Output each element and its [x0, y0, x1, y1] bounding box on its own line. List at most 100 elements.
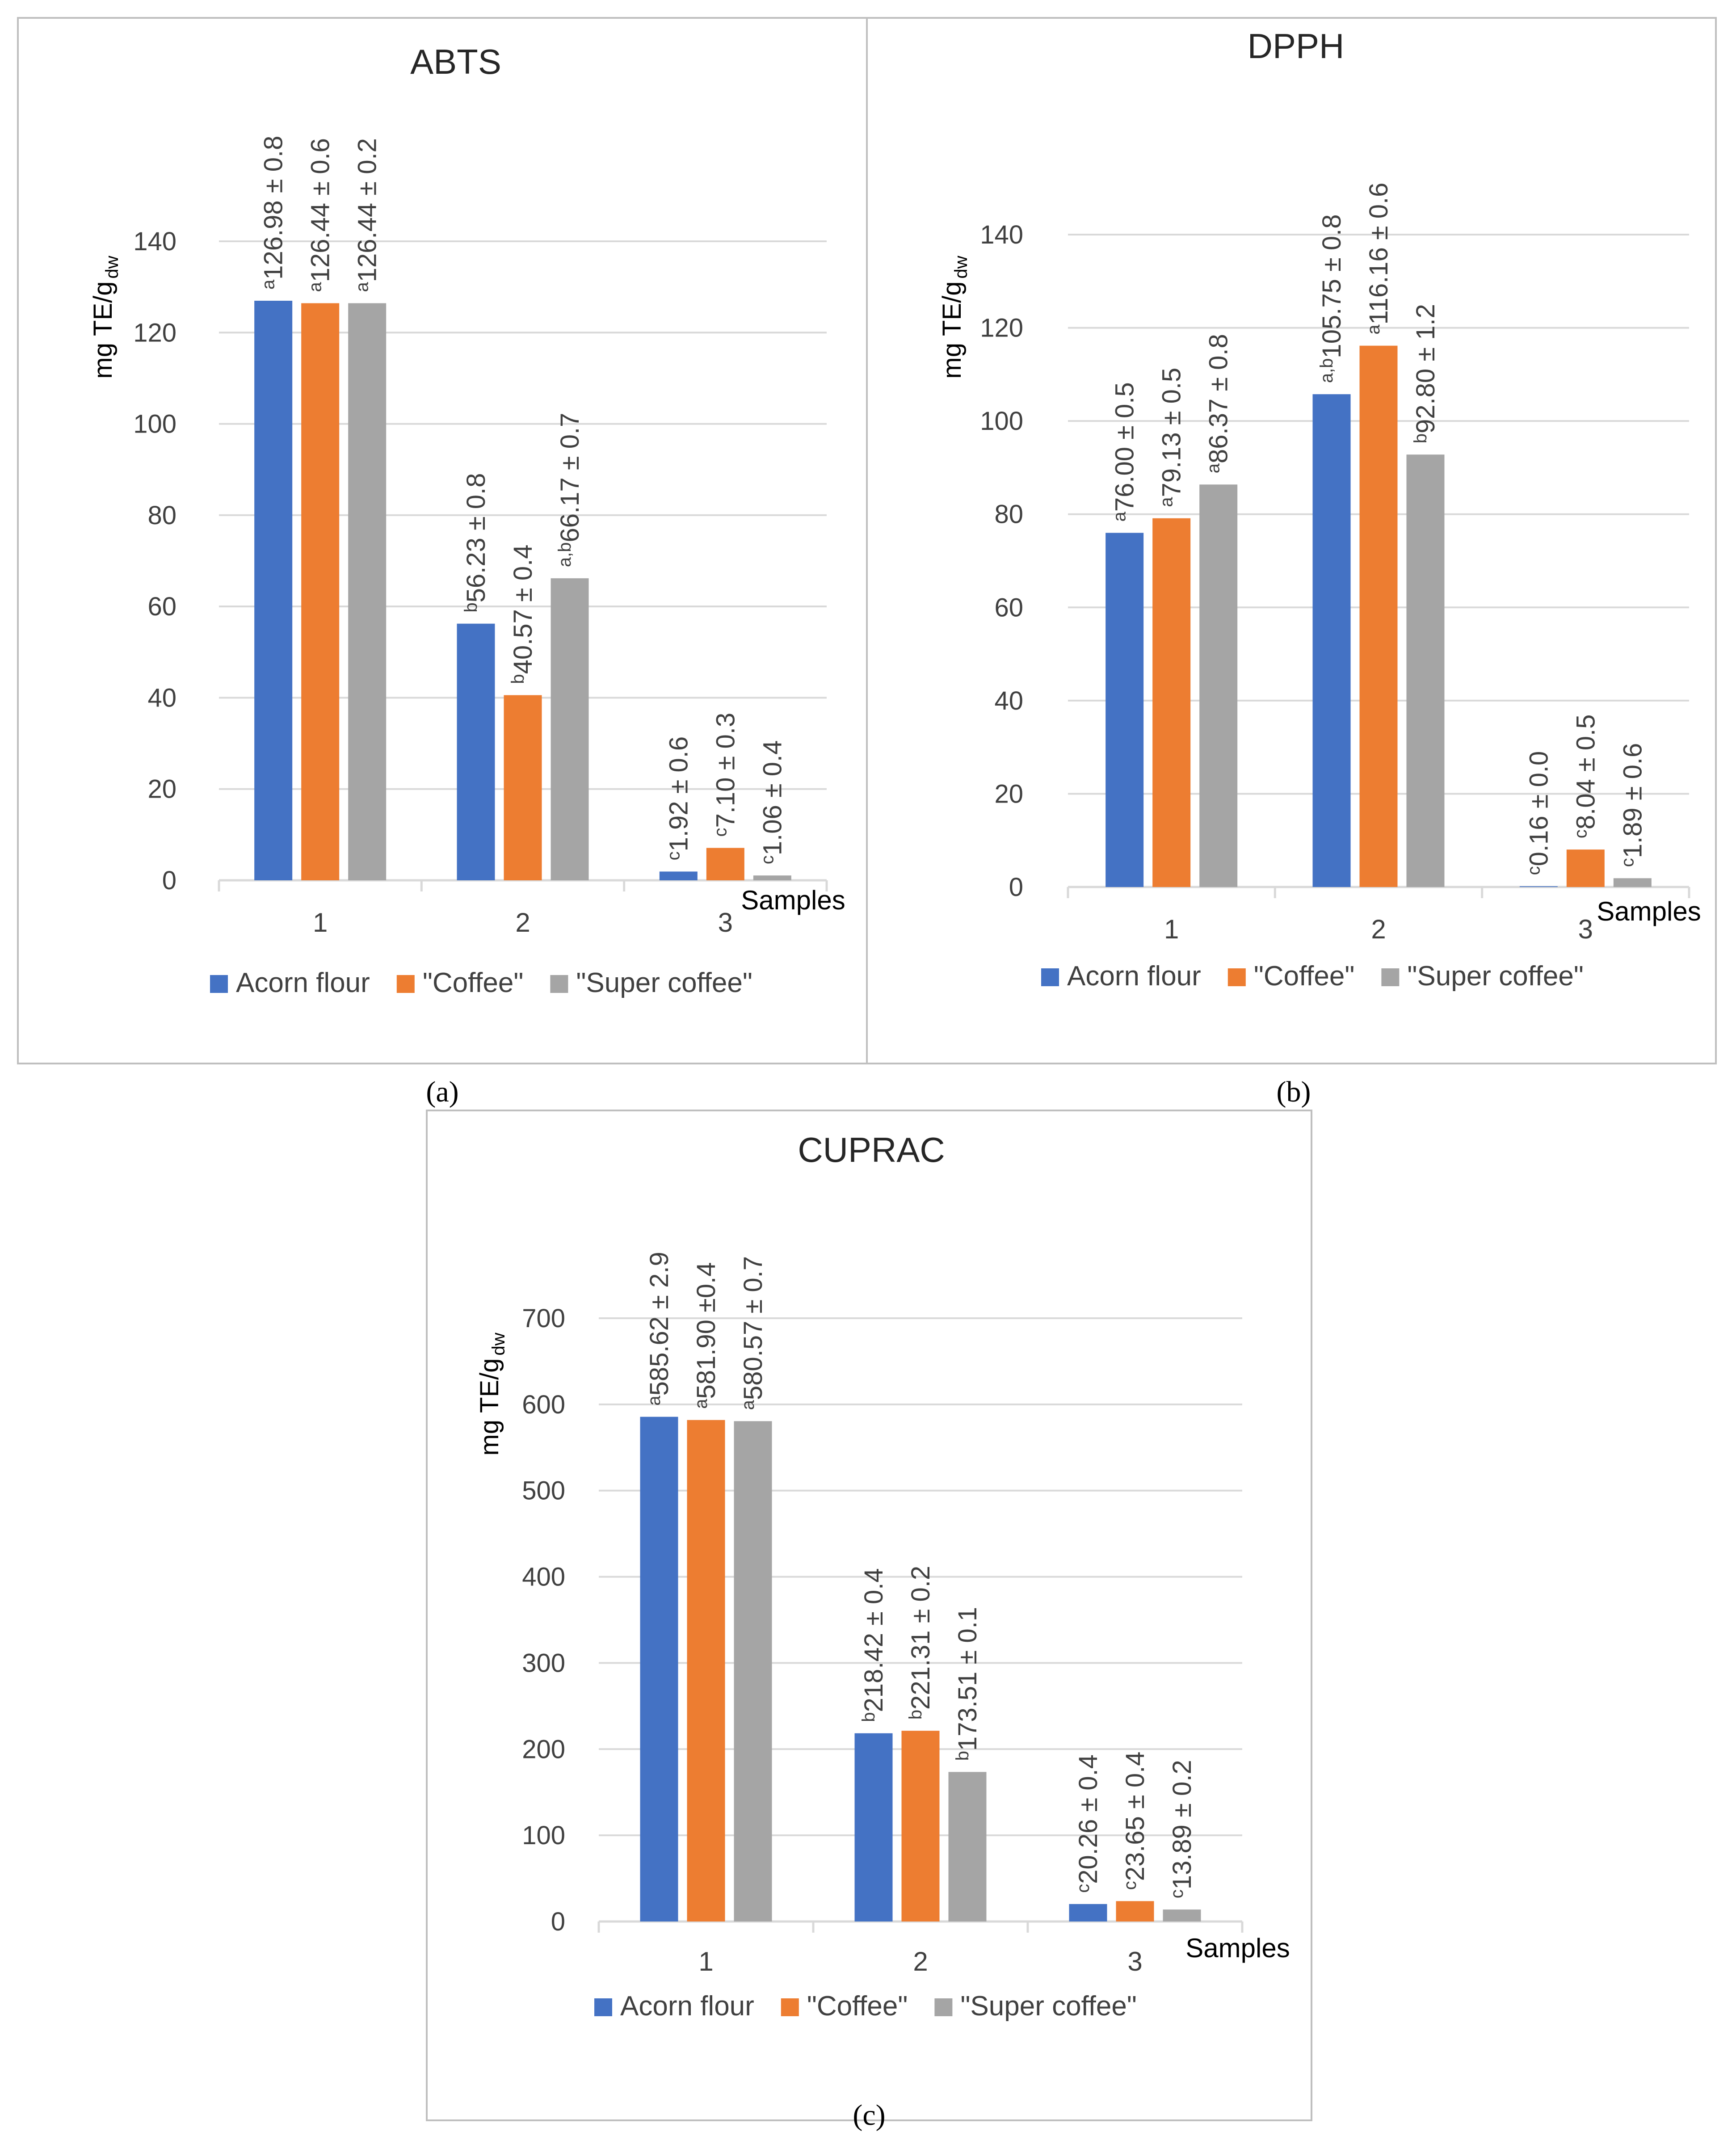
y-axis-label-main: mg TE/g — [937, 282, 967, 379]
data-label: a126.44 ± 0.2 — [353, 138, 382, 292]
y-tick-label: 140 — [133, 227, 177, 256]
data-label-value: 79.13 ± 0.5 — [1157, 368, 1186, 497]
data-label-superscript: c — [1618, 858, 1637, 867]
data-label-value: 105.75 ± 0.8 — [1317, 214, 1346, 358]
data-label: c13.89 ± 0.2 — [1167, 1760, 1197, 1898]
data-label-value: 56.23 ± 0.8 — [462, 473, 491, 603]
data-label-value: 1.89 ± 0.6 — [1618, 743, 1647, 858]
data-label-superscript: a — [306, 282, 325, 292]
y-axis-label: mg TE/g dw — [475, 1333, 509, 1455]
data-label-superscript: c — [1571, 829, 1590, 838]
data-label-superscript: b — [859, 1712, 879, 1722]
bar — [348, 303, 387, 880]
data-label: a126.98 ± 0.8 — [259, 136, 288, 290]
data-label: b56.23 ± 0.8 — [461, 473, 491, 613]
bar — [901, 1731, 940, 1921]
data-label: c20.26 ± 0.4 — [1073, 1754, 1103, 1893]
data-label-value: 221.31 ± 0.2 — [906, 1566, 935, 1710]
y-tick-label: 300 — [522, 1648, 565, 1678]
data-label-value: 126.98 ± 0.8 — [259, 136, 288, 280]
y-tick-label: 600 — [522, 1390, 565, 1419]
data-label-superscript: c — [1167, 1889, 1187, 1898]
data-label-superscript: a — [1204, 463, 1223, 473]
data-label-value: 86.37 ± 0.8 — [1204, 334, 1233, 463]
legend-swatch — [210, 975, 228, 993]
data-label: c1.92 ± 0.6 — [664, 736, 693, 861]
data-label: c23.65 ± 0.4 — [1120, 1752, 1150, 1890]
y-tick-label: 80 — [147, 501, 177, 530]
data-label: a76.00 ± 0.5 — [1110, 382, 1139, 521]
data-label: a585.62 ± 2.9 — [644, 1252, 674, 1405]
legend-swatch — [550, 975, 568, 993]
data-label-superscript: a — [1110, 511, 1130, 521]
y-tick-label: 20 — [994, 779, 1023, 808]
legend-label: "Super coffee" — [576, 967, 752, 998]
legend-label: "Coffee" — [423, 967, 524, 998]
legend-label: "Super coffee" — [960, 1991, 1136, 2022]
category-label: 1 — [313, 908, 328, 938]
bar — [753, 875, 791, 880]
category-label: 1 — [1164, 914, 1179, 944]
category-label: 3 — [1127, 1947, 1142, 1976]
bar — [640, 1417, 678, 1921]
legend-label: "Coffee" — [807, 1991, 908, 2022]
y-tick-label: 60 — [147, 592, 177, 621]
bar — [1116, 1901, 1154, 1921]
legend-swatch — [594, 1998, 612, 2016]
y-tick-label: 500 — [522, 1476, 565, 1505]
bar — [734, 1421, 772, 1921]
data-label-value: 1.92 ± 0.6 — [664, 736, 693, 852]
category-label: 3 — [718, 908, 733, 938]
y-tick-label: 120 — [980, 314, 1023, 343]
data-label-superscript: a,b — [555, 542, 575, 568]
bar — [457, 623, 495, 880]
data-label-value: 173.51 ± 0.1 — [953, 1607, 982, 1751]
y-tick-label: 40 — [994, 686, 1023, 715]
legend-label: "Super coffee" — [1407, 961, 1583, 992]
y-tick-label: 40 — [147, 683, 177, 712]
category-label: 2 — [1371, 914, 1386, 944]
chart-title: CUPRAC — [798, 1130, 945, 1169]
data-label-value: 126.44 ± 0.2 — [353, 138, 382, 282]
data-label-value: 1.06 ± 0.4 — [758, 740, 787, 856]
y-axis-label-subscript: dw — [489, 1333, 509, 1355]
dpph-chart: DPPH 0 20 40 60 80 100 120 140 mg TE/g dw Samples 1 2… — [937, 26, 1701, 992]
data-label-superscript: c — [1120, 1881, 1140, 1890]
x-axis-label: Samples — [1185, 1933, 1290, 1963]
y-tick-label: 0 — [551, 1907, 565, 1936]
bar — [687, 1420, 725, 1921]
data-label-superscript: b — [1411, 433, 1430, 443]
legend-label: Acorn flour — [1067, 961, 1201, 992]
data-label: a116.16 ± 0.6 — [1364, 183, 1393, 335]
y-axis-label-main: mg TE/g — [475, 1358, 504, 1456]
data-label-superscript: a — [353, 282, 372, 292]
data-label-superscript: a — [259, 279, 278, 290]
bar — [1105, 533, 1144, 887]
legend-label: Acorn flour — [620, 1991, 754, 2022]
data-label-value: 116.16 ± 0.6 — [1364, 183, 1393, 325]
data-label: b92.80 ± 1.2 — [1411, 304, 1440, 443]
bar — [854, 1733, 893, 1921]
legend-swatch — [781, 1998, 799, 2016]
panel-label-b: (b) — [1277, 1076, 1311, 1108]
y-tick-label: 200 — [522, 1735, 565, 1764]
y-tick-label: 80 — [994, 500, 1023, 529]
legend-swatch — [396, 975, 415, 993]
data-label-value: 585.62 ± 2.9 — [645, 1252, 674, 1396]
data-label: c8.04 ± 0.5 — [1571, 715, 1600, 839]
data-label-value: 0.16 ± 0.0 — [1524, 751, 1553, 866]
data-label: b221.31 ± 0.2 — [906, 1566, 935, 1720]
y-tick-label: 100 — [133, 410, 177, 439]
category-label: 2 — [913, 1947, 928, 1976]
category-label: 2 — [515, 908, 530, 938]
y-tick-label: 120 — [133, 318, 177, 347]
data-label-value: 8.04 ± 0.5 — [1571, 715, 1600, 830]
bar — [1566, 849, 1605, 887]
bar — [1199, 484, 1238, 887]
legend-label: "Coffee" — [1254, 961, 1355, 992]
data-label-value: 66.17 ± 0.7 — [555, 413, 584, 542]
y-axis-label-subscript: dw — [102, 256, 122, 278]
data-label-superscript: b — [508, 674, 528, 684]
